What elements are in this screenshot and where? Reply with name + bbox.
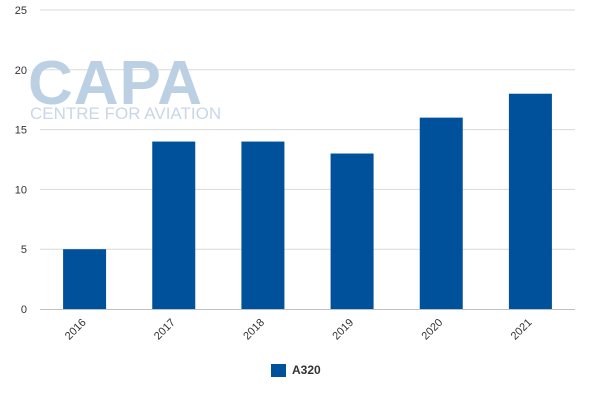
x-tick-label: 2021 [509, 317, 535, 343]
x-tick-label: 2018 [241, 317, 267, 343]
y-tick-label: 25 [15, 5, 27, 17]
y-tick-label: 0 [21, 304, 27, 316]
watermark-tagline: CENTRE FOR AVIATION [30, 104, 221, 123]
gridlines [40, 9, 575, 250]
y-tick-label: 5 [21, 244, 27, 256]
y-axis-ticks: 0 5 10 15 20 25 [15, 5, 27, 316]
y-tick-label: 20 [15, 65, 27, 77]
y-tick-label: 15 [15, 125, 27, 137]
legend: A320 [271, 363, 321, 377]
bar-2018 [241, 141, 285, 309]
bar-2020 [419, 117, 463, 309]
bar-2021 [508, 93, 552, 309]
bar-2017 [152, 141, 196, 309]
bars [63, 93, 552, 309]
legend-swatch-a320 [271, 363, 286, 377]
x-tick-label: 2016 [63, 317, 89, 343]
x-axis-ticks: 2016 2017 2018 2019 2020 2021 [63, 317, 535, 343]
bar-2019 [330, 153, 374, 309]
x-tick-label: 2019 [330, 317, 356, 343]
bar-2016 [63, 249, 107, 309]
x-tick-label: 2017 [152, 317, 178, 343]
legend-label-a320: A320 [292, 363, 321, 377]
watermark-logo: CAPA [28, 49, 203, 118]
x-tick-label: 2020 [420, 317, 446, 343]
y-tick-label: 10 [15, 184, 27, 196]
capa-watermark: CAPA CENTRE FOR AVIATION [28, 49, 221, 123]
